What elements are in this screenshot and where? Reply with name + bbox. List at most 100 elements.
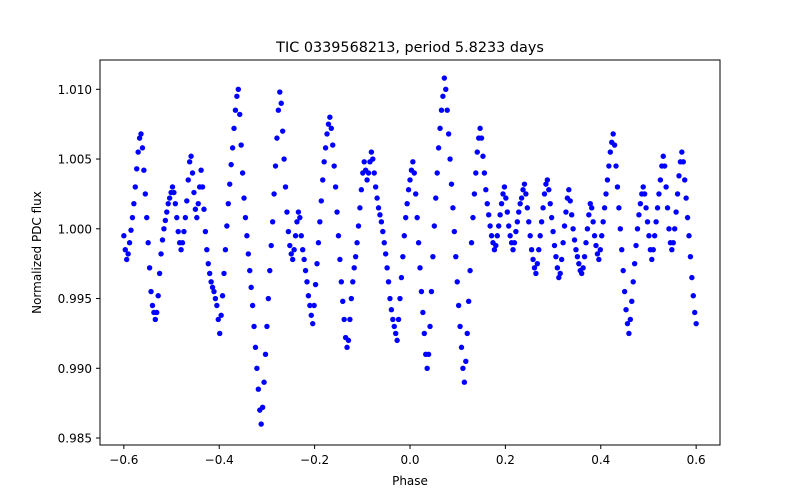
data-point — [148, 288, 154, 295]
data-point — [661, 163, 668, 169]
data-point — [382, 251, 389, 257]
data-point — [404, 200, 410, 207]
data-point — [657, 177, 664, 183]
data-point — [254, 365, 260, 371]
y-tick-label: 0.985 — [58, 432, 92, 446]
data-point — [368, 149, 375, 155]
data-point — [169, 184, 176, 190]
data-point — [289, 256, 296, 263]
data-point — [458, 344, 465, 351]
data-point — [401, 233, 407, 239]
data-point — [497, 212, 503, 218]
data-point — [415, 240, 422, 246]
data-point — [561, 223, 568, 229]
data-point — [440, 93, 446, 99]
data-point — [560, 240, 566, 246]
data-point — [185, 177, 191, 183]
data-point — [593, 242, 599, 249]
data-point — [617, 226, 624, 232]
data-point — [258, 421, 264, 427]
data-point — [149, 302, 156, 309]
x-tick-label: −0.2 — [300, 453, 329, 467]
data-point — [484, 200, 490, 207]
data-point — [251, 323, 257, 330]
data-point — [547, 200, 553, 207]
data-point — [238, 142, 244, 148]
data-point — [138, 131, 144, 137]
data-point — [450, 205, 456, 211]
data-point — [232, 107, 239, 113]
data-point — [463, 358, 469, 365]
data-point — [388, 306, 395, 313]
data-point — [478, 135, 485, 141]
data-point — [355, 223, 362, 229]
data-point — [690, 293, 696, 299]
data-point — [315, 240, 322, 246]
data-point — [596, 256, 602, 263]
data-point — [327, 114, 333, 120]
data-point — [128, 227, 134, 233]
y-tick-label: 1.005 — [58, 153, 92, 167]
data-point — [247, 267, 253, 274]
data-point — [278, 100, 284, 106]
data-point — [156, 270, 163, 277]
data-point — [451, 228, 458, 235]
data-point — [298, 233, 304, 239]
data-point — [208, 279, 214, 285]
data-point — [385, 279, 392, 285]
data-point — [574, 253, 581, 260]
data-point — [364, 177, 370, 183]
data-point — [274, 135, 280, 141]
data-point — [644, 219, 651, 225]
data-point — [154, 309, 160, 316]
data-point — [485, 212, 492, 218]
data-point — [201, 206, 207, 212]
y-tick-label: 0.990 — [58, 362, 92, 376]
data-point — [506, 223, 512, 229]
data-point — [320, 177, 326, 183]
data-point — [692, 309, 698, 316]
data-point — [307, 302, 313, 309]
data-point — [234, 93, 240, 99]
data-point — [277, 89, 283, 95]
data-point — [370, 156, 376, 162]
data-point — [146, 265, 153, 271]
y-tick-label: 0.995 — [58, 292, 92, 306]
data-point — [269, 219, 276, 225]
y-axis: 0.985 0.990 0.995 1.000 1.005 1.010 — [58, 83, 100, 446]
data-point — [417, 265, 423, 271]
data-point — [209, 284, 216, 291]
data-point — [228, 161, 234, 168]
data-point — [338, 279, 345, 285]
data-point — [375, 205, 382, 211]
data-point — [378, 219, 385, 225]
data-point — [267, 267, 273, 274]
data-point — [285, 228, 292, 235]
data-point — [524, 205, 531, 211]
data-point — [500, 191, 506, 197]
data-point — [299, 247, 306, 253]
data-point — [428, 288, 435, 295]
data-point — [540, 205, 546, 211]
data-point — [398, 274, 405, 281]
data-point — [483, 187, 489, 193]
data-point — [335, 233, 342, 239]
data-point — [420, 309, 426, 316]
data-point — [433, 195, 439, 201]
data-point — [352, 253, 359, 260]
data-point — [224, 223, 230, 229]
data-point — [643, 205, 649, 211]
data-point — [636, 212, 642, 218]
data-point — [527, 233, 533, 239]
data-point — [520, 187, 526, 193]
data-point — [144, 214, 150, 221]
data-point — [453, 253, 459, 260]
data-point — [372, 184, 379, 190]
data-point — [158, 251, 164, 257]
data-point — [202, 228, 209, 235]
data-point — [613, 163, 619, 169]
y-tick-label: 1.010 — [58, 83, 92, 97]
data-point — [438, 107, 445, 113]
data-point — [171, 189, 177, 196]
